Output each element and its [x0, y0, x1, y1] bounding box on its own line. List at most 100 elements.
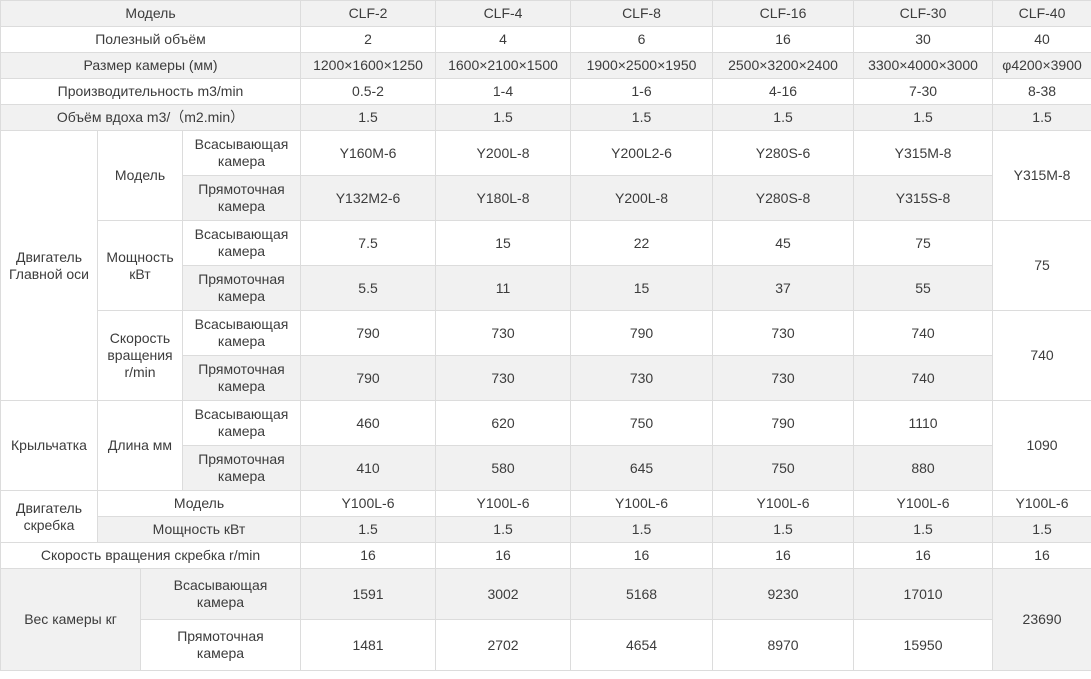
motor-power-merged-value: 75 — [992, 220, 1091, 311]
useful-volume-label: Полезный объём — [0, 26, 302, 53]
motor-speed-direct-value: 730 — [712, 355, 855, 401]
impeller-length-label: Длина мм — [97, 400, 183, 491]
chamber-size-value: 2500×3200×2400 — [712, 52, 855, 79]
motor-model-direct-value: Y200L-8 — [570, 175, 714, 221]
motor-power-direct-value: 15 — [570, 265, 714, 311]
scraper-model-value: Y100L-6 — [712, 490, 855, 517]
useful-volume-value: 40 — [992, 26, 1091, 53]
motor-model-suction-value: Y200L-8 — [435, 130, 572, 176]
impeller-length-suction-value: 750 — [570, 400, 714, 446]
suction-chamber-label: Всасывающая камера — [181, 220, 302, 266]
suction-chamber-label: Всасывающая камера — [181, 130, 302, 176]
suction-chamber-label: Всасывающая камера — [139, 568, 302, 620]
scraper-speed-value: 16 — [992, 542, 1091, 569]
motor-power-suction-value: 22 — [570, 220, 714, 266]
chamber-weight-suction-value: 5168 — [570, 568, 714, 620]
chamber-weight-direct-value: 4654 — [570, 619, 714, 671]
scraper-power-value: 1.5 — [992, 516, 1091, 543]
impeller-length-direct-value: 750 — [712, 445, 855, 491]
scraper-power-value: 1.5 — [435, 516, 572, 543]
motor-speed-direct-value: 730 — [435, 355, 572, 401]
chamber-weight-direct-value: 8970 — [712, 619, 855, 671]
chamber-weight-suction-value: 3002 — [435, 568, 572, 620]
direct-flow-chamber-label: Прямоточная камера — [181, 175, 302, 221]
motor-model-direct-value: Y315S-8 — [853, 175, 994, 221]
chamber-weight-group-label: Вес камеры кг — [0, 568, 141, 671]
scraper-speed-label: Скорость вращения скребка r/min — [0, 542, 302, 569]
model-column-header: CLF-8 — [570, 0, 714, 27]
capacity-label: Производительность m3/min — [0, 78, 302, 105]
scraper-speed-value: 16 — [300, 542, 437, 569]
useful-volume-value: 30 — [853, 26, 994, 53]
motor-speed-suction-value: 790 — [570, 310, 714, 356]
useful-volume-value: 6 — [570, 26, 714, 53]
motor-model-direct-value: Y132M2-6 — [300, 175, 437, 221]
chamber-size-value: 1600×2100×1500 — [435, 52, 572, 79]
motor-speed-label: Скорость вращения r/min — [97, 310, 183, 401]
chamber-weight-suction-value: 1591 — [300, 568, 437, 620]
motor-power-suction-value: 75 — [853, 220, 994, 266]
motor-speed-direct-value: 730 — [570, 355, 714, 401]
capacity-value: 1-6 — [570, 78, 714, 105]
useful-volume-value: 4 — [435, 26, 572, 53]
chamber-size-label: Размер камеры (мм) — [0, 52, 302, 79]
motor-power-direct-value: 5.5 — [300, 265, 437, 311]
scraper-model-value: Y100L-6 — [853, 490, 994, 517]
motor-speed-suction-value: 740 — [853, 310, 994, 356]
impeller-length-direct-value: 880 — [853, 445, 994, 491]
motor-model-suction-value: Y200L2-6 — [570, 130, 714, 176]
motor-speed-suction-value: 730 — [712, 310, 855, 356]
motor-model-merged-value: Y315M-8 — [992, 130, 1091, 221]
useful-volume-value: 16 — [712, 26, 855, 53]
scraper-model-label: Модель — [96, 490, 302, 517]
model-column-header: CLF-40 — [992, 0, 1091, 27]
motor-model-direct-value: Y280S-8 — [712, 175, 855, 221]
chamber-weight-merged-value: 23690 — [992, 568, 1091, 671]
direct-flow-chamber-label: Прямоточная камера — [181, 445, 302, 491]
motor-speed-direct-value: 790 — [300, 355, 437, 401]
scraper-power-label: Мощность кВт — [96, 516, 302, 543]
capacity-value: 7-30 — [853, 78, 994, 105]
main-shaft-motor-group-label: Двигатель Главной оси — [0, 130, 98, 401]
model-column-header: CLF-2 — [300, 0, 437, 27]
motor-model-label: Модель — [97, 130, 183, 221]
chamber-size-value: 3300×4000×3000 — [853, 52, 994, 79]
inhale-volume-value: 1.5 — [300, 104, 437, 131]
motor-power-suction-value: 45 — [712, 220, 855, 266]
scraper-speed-value: 16 — [435, 542, 572, 569]
inhale-volume-value: 1.5 — [992, 104, 1091, 131]
impeller-length-direct-value: 580 — [435, 445, 572, 491]
scraper-power-value: 1.5 — [300, 516, 437, 543]
inhale-volume-value: 1.5 — [712, 104, 855, 131]
motor-power-direct-value: 11 — [435, 265, 572, 311]
chamber-size-value: 1200×1600×1250 — [300, 52, 437, 79]
model-column-header: CLF-30 — [853, 0, 994, 27]
scraper-power-value: 1.5 — [570, 516, 714, 543]
motor-power-direct-value: 37 — [712, 265, 855, 311]
model-column-header: CLF-16 — [712, 0, 855, 27]
scraper-model-value: Y100L-6 — [435, 490, 572, 517]
motor-model-direct-value: Y180L-8 — [435, 175, 572, 221]
capacity-value: 0.5-2 — [300, 78, 437, 105]
chamber-weight-direct-value: 15950 — [853, 619, 994, 671]
inhale-volume-value: 1.5 — [435, 104, 572, 131]
motor-model-suction-value: Y280S-6 — [712, 130, 855, 176]
useful-volume-value: 2 — [300, 26, 437, 53]
chamber-weight-direct-value: 1481 — [300, 619, 437, 671]
chamber-weight-suction-value: 17010 — [853, 568, 994, 620]
capacity-value: 8-38 — [992, 78, 1091, 105]
inhale-volume-value: 1.5 — [570, 104, 714, 131]
motor-model-suction-value: Y160M-6 — [300, 130, 437, 176]
direct-flow-chamber-label: Прямоточная камера — [181, 355, 302, 401]
capacity-value: 1-4 — [435, 78, 572, 105]
scraper-speed-value: 16 — [570, 542, 714, 569]
impeller-length-direct-value: 410 — [300, 445, 437, 491]
impeller-group-label: Крыльчатка — [0, 400, 98, 491]
scraper-speed-value: 16 — [712, 542, 855, 569]
suction-chamber-label: Всасывающая камера — [181, 310, 302, 356]
motor-power-suction-value: 15 — [435, 220, 572, 266]
scraper-power-value: 1.5 — [712, 516, 855, 543]
scraper-motor-group-label: Двигатель скребка — [0, 490, 98, 543]
motor-speed-suction-value: 730 — [435, 310, 572, 356]
